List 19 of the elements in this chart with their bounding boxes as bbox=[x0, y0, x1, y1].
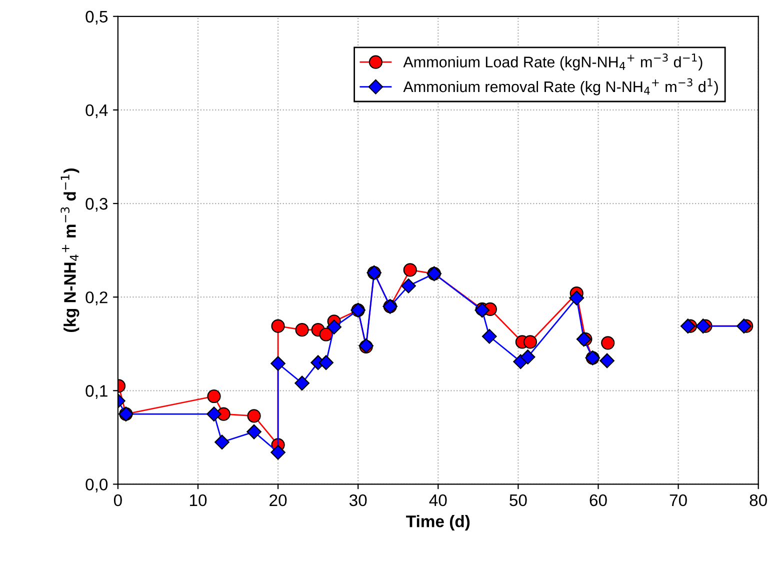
y-tick-label: 0,0 bbox=[86, 478, 108, 492]
x-tick-label: 70 bbox=[670, 494, 687, 506]
x-tick-label: 60 bbox=[590, 494, 607, 506]
x-axis-title: Time (d) bbox=[406, 515, 470, 531]
y-axis-title: (kg N-NH$_{4}$$^{+}$ m$^{−3}$ d$^{−1}$) bbox=[60, 168, 80, 332]
x-tick-label: 0 bbox=[114, 494, 122, 506]
y-tick-label: 0,1 bbox=[86, 385, 108, 399]
x-tick-label: 80 bbox=[750, 494, 767, 506]
y-tick-label: 0,2 bbox=[86, 291, 108, 306]
x-tick-label: 10 bbox=[190, 494, 207, 506]
x-tick-label: 40 bbox=[429, 494, 447, 506]
x-tick-label: 20 bbox=[270, 494, 287, 506]
y-tick-label: 0,5 bbox=[86, 10, 108, 25]
y-tick-label: 0,4 bbox=[86, 104, 108, 118]
y-tick-label: 0,3 bbox=[86, 198, 108, 212]
x-tick-label: 30 bbox=[349, 494, 367, 506]
legend-label: Ammonium Load Rate (kgN-NH$_{4}$$^{+}$ m$^{−3}$ d$^{−1}$) bbox=[403, 54, 702, 70]
legend-label: Ammonium removal Rate (kg N-NH$_{4}$$^{+}$ m$^{−3}$ d$^{1}$) bbox=[403, 78, 718, 96]
x-tick-label: 50 bbox=[510, 494, 527, 506]
